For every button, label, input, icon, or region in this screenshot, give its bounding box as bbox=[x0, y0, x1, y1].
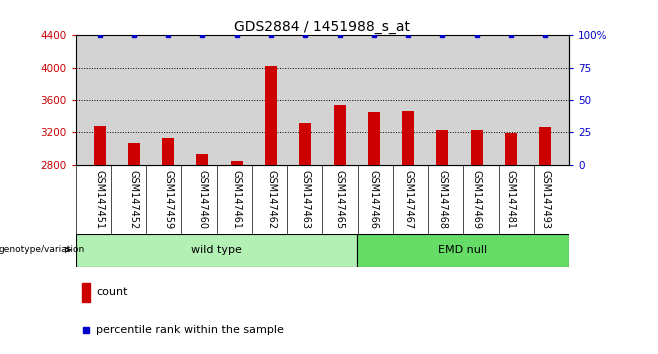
Text: GSM147481: GSM147481 bbox=[506, 170, 516, 229]
Text: GSM147493: GSM147493 bbox=[540, 170, 550, 229]
Bar bbox=[402, 111, 414, 165]
Text: GSM147469: GSM147469 bbox=[472, 170, 482, 229]
Text: GSM147468: GSM147468 bbox=[438, 170, 447, 229]
Text: GSM147459: GSM147459 bbox=[163, 170, 173, 229]
Text: EMD null: EMD null bbox=[438, 245, 488, 256]
Bar bbox=[265, 66, 277, 165]
Bar bbox=[93, 126, 106, 165]
Bar bbox=[163, 138, 174, 165]
Text: GSM147467: GSM147467 bbox=[403, 170, 413, 229]
Bar bbox=[368, 112, 380, 165]
Text: GSM147461: GSM147461 bbox=[232, 170, 241, 229]
Bar bbox=[505, 133, 517, 165]
Bar bbox=[470, 130, 482, 165]
Text: count: count bbox=[97, 287, 128, 297]
Bar bbox=[357, 234, 569, 267]
Text: GSM147466: GSM147466 bbox=[369, 170, 379, 229]
Bar bbox=[539, 127, 551, 165]
Bar bbox=[82, 283, 90, 302]
Text: GSM147463: GSM147463 bbox=[300, 170, 311, 229]
Bar bbox=[334, 105, 345, 165]
Bar bbox=[128, 143, 140, 165]
Text: GSM147465: GSM147465 bbox=[334, 170, 345, 229]
Text: wild type: wild type bbox=[191, 245, 241, 256]
Bar bbox=[197, 154, 209, 165]
Bar bbox=[231, 161, 243, 165]
Bar bbox=[436, 130, 448, 165]
Text: GSM147452: GSM147452 bbox=[129, 170, 139, 229]
Text: GSM147460: GSM147460 bbox=[197, 170, 207, 229]
Title: GDS2884 / 1451988_s_at: GDS2884 / 1451988_s_at bbox=[234, 21, 411, 34]
Text: GSM147451: GSM147451 bbox=[95, 170, 105, 229]
Bar bbox=[76, 234, 357, 267]
Bar bbox=[299, 122, 311, 165]
Text: GSM147462: GSM147462 bbox=[266, 170, 276, 229]
Text: percentile rank within the sample: percentile rank within the sample bbox=[97, 325, 284, 335]
Text: genotype/variation: genotype/variation bbox=[0, 245, 85, 254]
